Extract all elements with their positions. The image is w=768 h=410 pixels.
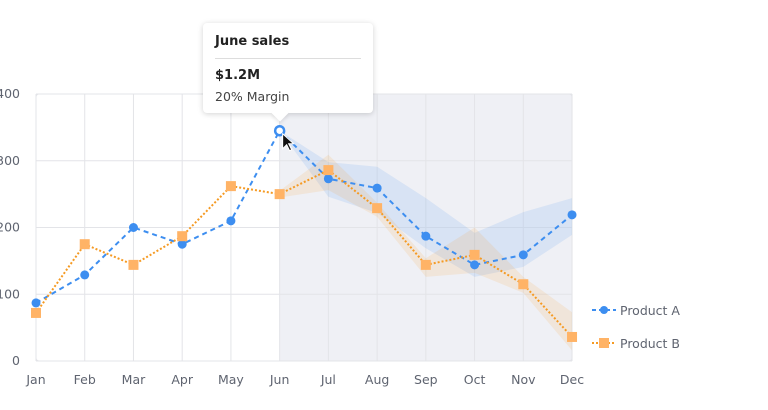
confidence-band-b: [279, 154, 573, 351]
data-point: [177, 231, 188, 242]
tooltip-value: $1.2M: [215, 68, 261, 83]
data-point: [31, 307, 41, 318]
y-tick-label: 200: [0, 220, 20, 235]
x-tick-label: Apr: [171, 372, 193, 387]
x-tick-label: Feb: [74, 372, 96, 387]
legend-marker-square-icon: [599, 338, 609, 348]
data-point: [323, 174, 333, 184]
tooltip: June sales $1.2M 20% Margin: [203, 23, 373, 122]
data-point: [226, 216, 236, 226]
data-point: [372, 203, 383, 214]
data-point: [225, 181, 236, 192]
x-tick-label: Jan: [25, 372, 45, 387]
data-point: [177, 239, 187, 249]
data-point: [128, 223, 138, 232]
tooltip-subtitle: 20% Margin: [215, 89, 290, 104]
data-point: [31, 298, 41, 308]
x-tick-label: Aug: [365, 372, 389, 387]
data-point: [79, 239, 90, 250]
legend-label: Product B: [620, 336, 680, 351]
x-tick-label: Sep: [414, 372, 438, 387]
data-point: [128, 259, 139, 270]
data-point-active: [273, 124, 286, 137]
x-tick-label: Dec: [560, 372, 584, 387]
data-point: [80, 270, 90, 280]
data-point: [567, 331, 578, 342]
data-point: [567, 210, 577, 220]
series-line-b: [35, 168, 573, 338]
legend-marker-circle-icon: [600, 306, 608, 314]
y-tick-label: 400: [0, 86, 20, 101]
x-tick-label: Jun: [269, 372, 290, 387]
x-tick-label: May: [218, 372, 244, 387]
data-point: [274, 189, 285, 200]
legend-label: Product A: [620, 303, 680, 318]
data-point: [518, 279, 529, 290]
data-point: [323, 165, 334, 176]
data-point: [518, 250, 528, 260]
y-tick-label: 0: [12, 353, 20, 368]
data-point: [420, 259, 431, 270]
series-line-a: [35, 129, 573, 304]
x-tick-label: Jul: [320, 372, 336, 387]
data-point: [469, 249, 480, 260]
x-tick-label: Mar: [122, 372, 146, 387]
y-tick-label: 300: [0, 153, 20, 168]
x-tick-label: Oct: [464, 372, 486, 387]
mouse-cursor-icon: [282, 132, 295, 152]
x-tick-label: Nov: [511, 372, 536, 387]
confidence-band-a: [279, 130, 573, 277]
data-point: [421, 231, 431, 241]
tooltip-title: June sales: [215, 34, 290, 49]
y-tick-label: 100: [0, 286, 20, 301]
tooltip-divider: [215, 58, 361, 59]
data-point: [372, 183, 382, 193]
data-point: [470, 260, 480, 270]
